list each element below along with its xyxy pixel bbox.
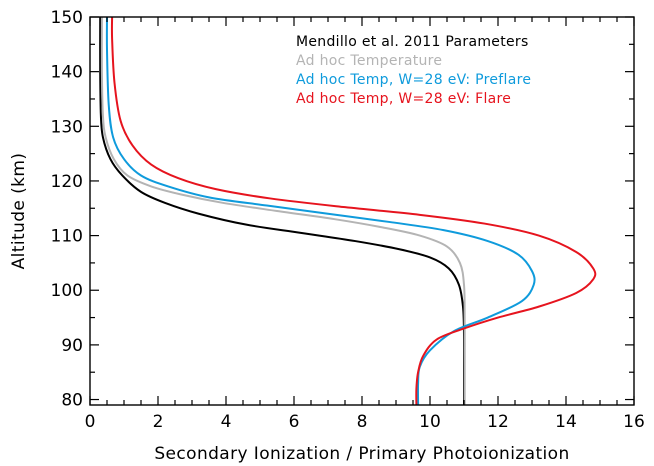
legend: Mendillo et al. 2011 Parameters Ad hoc Te… bbox=[296, 34, 531, 107]
y-tick-label: 120 bbox=[51, 172, 83, 192]
x-axis-title: Secondary Ionization / Primary Photoioni… bbox=[154, 444, 569, 464]
y-tick-label: 150 bbox=[51, 8, 83, 28]
legend-entry-2: Ad hoc Temperature bbox=[296, 53, 442, 69]
x-tick-label: 16 bbox=[623, 412, 645, 432]
y-axis-title: Altitude (km) bbox=[9, 153, 29, 270]
y-tick-label: 100 bbox=[51, 281, 83, 301]
legend-entry-4: Ad hoc Temp, W=28 eV: Flare bbox=[296, 91, 511, 107]
x-tick-label: 14 bbox=[555, 412, 577, 432]
axes-layer: 0 2 4 6 8 10 12 14 16 80 90 100 110 120 130 140 150 bbox=[51, 8, 645, 432]
y-tick-label: 90 bbox=[61, 336, 83, 356]
legend-entry-3: Ad hoc Temp, W=28 eV: Preflare bbox=[296, 72, 531, 88]
series-layer bbox=[99, 17, 597, 405]
series-line-2 bbox=[100, 17, 466, 405]
y-tick-label: 80 bbox=[61, 391, 83, 411]
series-line-4 bbox=[110, 17, 597, 405]
x-tick-label: 4 bbox=[221, 412, 232, 432]
x-tick-label: 6 bbox=[289, 412, 300, 432]
x-tick-label: 0 bbox=[85, 412, 96, 432]
y-tick-label: 110 bbox=[51, 227, 83, 247]
y-tick-label: 130 bbox=[51, 117, 83, 137]
series-line-1 bbox=[99, 17, 466, 405]
x-tick-label: 2 bbox=[153, 412, 164, 432]
x-tick-label: 10 bbox=[419, 412, 441, 432]
x-tick-label: 8 bbox=[357, 412, 368, 432]
legend-entry-1: Mendillo et al. 2011 Parameters bbox=[296, 34, 529, 50]
x-tick-label: 12 bbox=[487, 412, 509, 432]
series-line-3 bbox=[105, 17, 536, 405]
y-tick-label: 140 bbox=[51, 63, 83, 83]
